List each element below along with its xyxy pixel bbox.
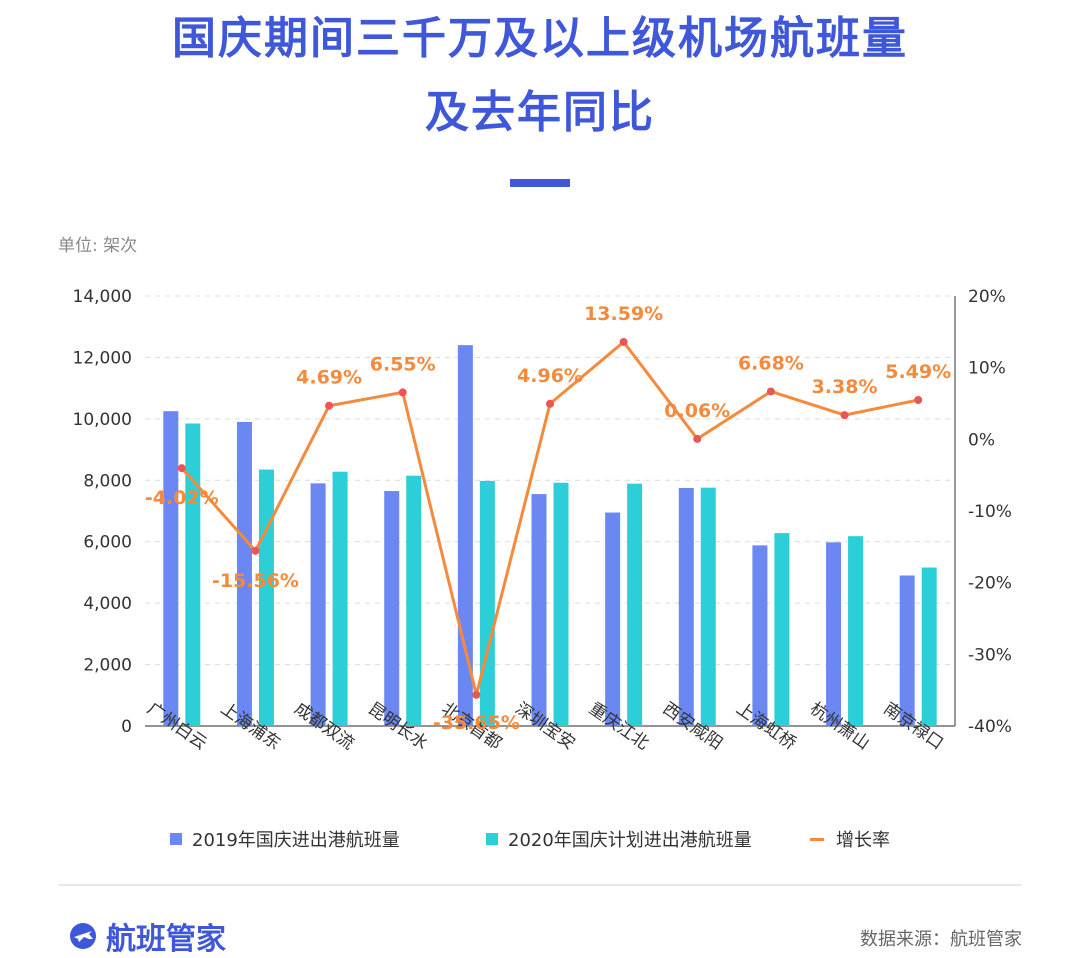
y-left-tick-label: 8,000: [83, 471, 132, 491]
y-right-tick-label: 10%: [968, 359, 1006, 379]
bar-2020: [700, 487, 716, 726]
bar-2019: [163, 411, 179, 726]
y-left-tick-label: 12,000: [73, 348, 132, 368]
growth-data-label: 4.96%: [517, 365, 583, 387]
growth-point: [177, 464, 186, 473]
bar-2019: [678, 487, 694, 726]
growth-data-label: 6.55%: [370, 353, 436, 375]
y-right-tick-label: -30%: [968, 645, 1012, 665]
growth-point: [766, 387, 775, 396]
y-left-tick-label: 6,000: [83, 533, 132, 553]
plane-globe-icon: [70, 923, 96, 949]
growth-data-label: 6.68%: [738, 352, 804, 374]
growth-point: [546, 399, 554, 408]
bar-2020: [406, 475, 422, 726]
y-right-tick-label: -10%: [968, 502, 1012, 522]
y-right-tick-label: 0%: [968, 430, 995, 450]
y-right-tick-label: 20%: [968, 287, 1006, 307]
legend-label-growth: 增长率: [836, 830, 890, 851]
legend-swatch-growth: [810, 837, 824, 841]
growth-data-label: 0.06%: [664, 400, 730, 422]
y-right-tick-label: -20%: [968, 574, 1012, 594]
legend-swatch-2020: [486, 833, 498, 845]
legend-swatch-2019: [170, 833, 182, 845]
growth-point: [914, 395, 923, 404]
growth-point: [472, 690, 481, 699]
bar-2019: [236, 421, 252, 726]
page-title-line2: 及去年同比: [425, 87, 655, 138]
bar-2019: [826, 542, 842, 726]
legend-label-2019: 2019年国庆进出港航班量: [192, 830, 400, 851]
title-underline: [510, 179, 570, 187]
bar-2019: [899, 575, 915, 726]
bar-2020: [848, 536, 864, 726]
unit-label: 单位: 架次: [58, 236, 138, 256]
brand-name: 航班管家: [106, 922, 226, 957]
legend-label-2020: 2020年国庆计划进出港航班量: [508, 830, 752, 851]
bar-2019: [605, 512, 621, 726]
bar-2019: [531, 494, 547, 726]
brand-logo: 航班管家: [68, 914, 226, 958]
bar-2019: [752, 545, 768, 726]
y-left-tick-label: 4,000: [83, 594, 132, 614]
bar-2020: [258, 469, 274, 726]
combo-chart: 0 2,000 4,000 6,000 8,000 10,000 12,000 14,000 -…: [73, 287, 1012, 754]
bar-2020: [774, 533, 790, 726]
bar-2020: [921, 567, 937, 726]
y-right-tick-label: -40%: [968, 717, 1012, 737]
growth-data-label: -15.56%: [212, 570, 299, 592]
legend-item-growth: 增长率: [810, 826, 890, 852]
growth-point: [398, 388, 407, 397]
growth-data-label: 4.69%: [296, 367, 362, 389]
growth-point: [619, 337, 628, 346]
page-title-line1: 国庆期间三千万及以上级机场航班量: [172, 13, 908, 64]
growth-data-label: 13.59%: [584, 303, 663, 325]
legend-item-2020: 2020年国庆计划进出港航班量: [486, 826, 752, 852]
growth-line: [180, 340, 919, 697]
growth-point: [251, 546, 260, 555]
growth-point: [693, 434, 702, 443]
bar-2020: [479, 480, 495, 726]
footer-divider: [58, 884, 1022, 886]
growth-data-label: -35.65%: [433, 712, 520, 734]
data-source: 数据来源：航班管家: [860, 929, 1022, 950]
bar-2019: [384, 491, 400, 726]
growth-point: [325, 401, 334, 410]
growth-data-label: 3.38%: [812, 376, 878, 398]
bar-2020: [332, 471, 348, 726]
y-left-tick-label: 10,000: [73, 410, 132, 430]
y-left-tick-label: 0: [121, 717, 132, 737]
bar-2019: [310, 483, 326, 726]
growth-point: [840, 411, 849, 420]
bar-2020: [553, 482, 569, 726]
growth-data-label: -4.02%: [145, 487, 219, 509]
growth-data-label: 5.49%: [885, 361, 951, 383]
bar-2020: [627, 483, 643, 726]
legend-item-2019: 2019年国庆进出港航班量: [170, 826, 400, 852]
bar-2020: [185, 423, 201, 726]
y-left-tick-label: 2,000: [83, 656, 132, 676]
y-left-tick-label: 14,000: [73, 287, 132, 307]
